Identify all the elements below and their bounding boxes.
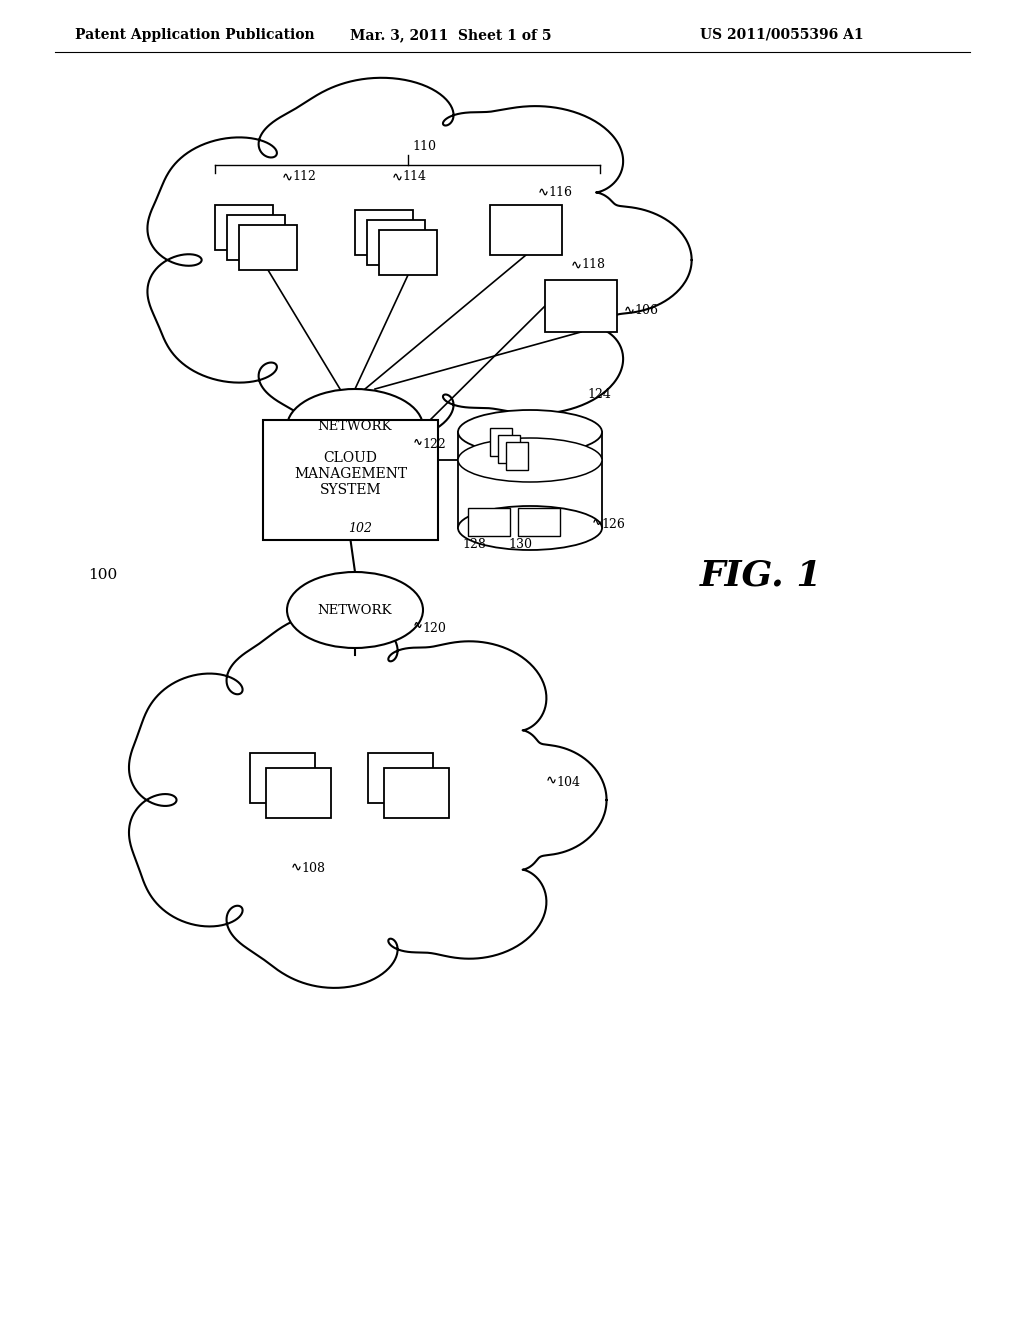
Bar	[379, 230, 437, 275]
Text: 114: 114	[402, 170, 426, 183]
Text: 118: 118	[581, 259, 605, 272]
Text: NETWORK: NETWORK	[317, 421, 392, 433]
Text: CLOUD: CLOUD	[324, 451, 378, 465]
Text: 130: 130	[508, 539, 532, 552]
Text: Mar. 3, 2011  Sheet 1 of 5: Mar. 3, 2011 Sheet 1 of 5	[350, 28, 552, 42]
Bar	[215, 205, 273, 249]
Text: SYSTEM: SYSTEM	[319, 483, 381, 498]
Bar	[266, 768, 331, 818]
Text: 104: 104	[556, 776, 580, 788]
Bar	[250, 752, 315, 803]
Text: 128: 128	[462, 539, 485, 552]
Ellipse shape	[287, 572, 423, 648]
Bar	[239, 224, 297, 271]
Text: 102: 102	[348, 521, 373, 535]
Bar	[490, 205, 562, 255]
Bar	[468, 508, 510, 536]
Text: 110: 110	[413, 140, 436, 153]
Bar	[518, 508, 560, 536]
Polygon shape	[147, 78, 691, 442]
Ellipse shape	[458, 411, 602, 454]
Text: 112: 112	[292, 170, 315, 183]
Text: MANAGEMENT: MANAGEMENT	[294, 467, 408, 480]
Text: NETWORK: NETWORK	[317, 603, 392, 616]
Ellipse shape	[287, 389, 423, 465]
Text: 100: 100	[88, 568, 118, 582]
Ellipse shape	[458, 438, 602, 482]
Text: 126: 126	[601, 517, 625, 531]
Bar	[490, 428, 512, 455]
Bar	[545, 280, 617, 333]
Bar	[384, 768, 449, 818]
Text: FIG. 1: FIG. 1	[700, 558, 822, 591]
Text: US 2011/0055396 A1: US 2011/0055396 A1	[700, 28, 863, 42]
Bar	[367, 220, 425, 265]
Text: 116: 116	[548, 186, 572, 198]
Ellipse shape	[458, 506, 602, 550]
Text: 124: 124	[587, 388, 611, 401]
Text: 122: 122	[422, 438, 445, 451]
Polygon shape	[129, 612, 606, 987]
Bar	[355, 210, 413, 255]
Text: 108: 108	[301, 862, 325, 875]
Bar	[506, 442, 528, 470]
Polygon shape	[458, 432, 602, 528]
Bar	[227, 215, 285, 260]
Bar	[263, 420, 438, 540]
Text: 120: 120	[422, 622, 445, 635]
Text: 106: 106	[634, 304, 658, 317]
Bar	[368, 752, 433, 803]
Text: Patent Application Publication: Patent Application Publication	[75, 28, 314, 42]
Bar	[498, 436, 520, 463]
